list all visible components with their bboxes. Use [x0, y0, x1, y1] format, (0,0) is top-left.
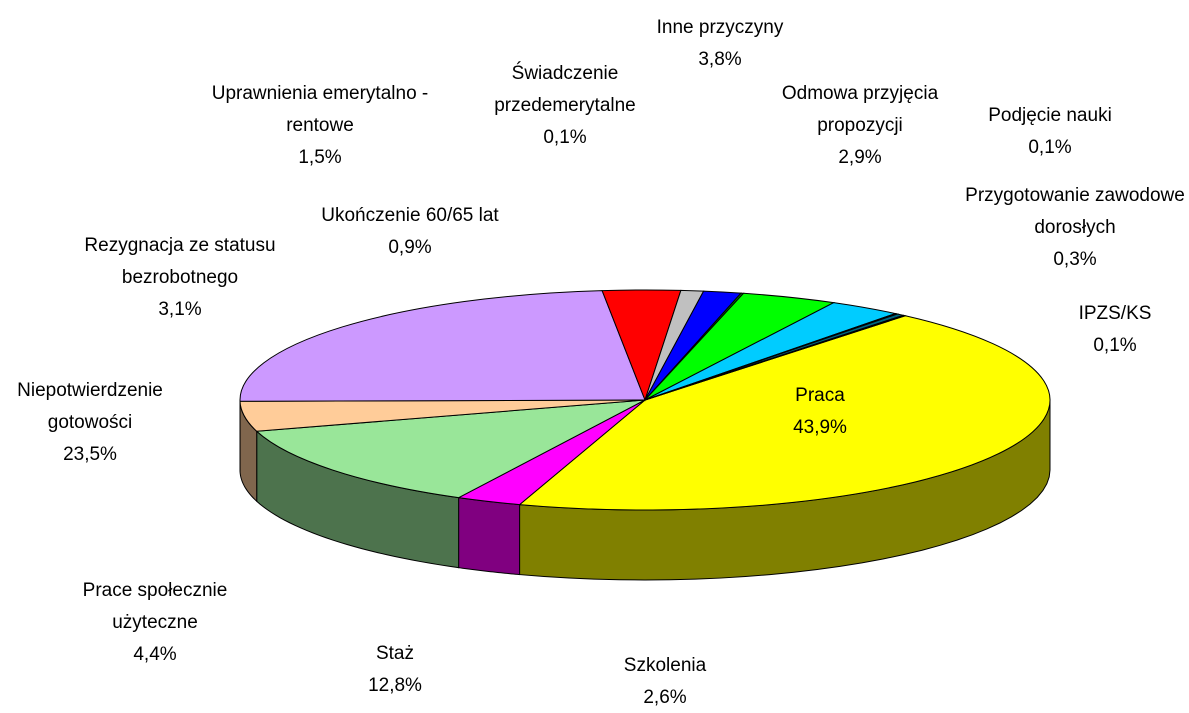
slice-label: IPZS/KS 0,1%	[1055, 298, 1175, 362]
slice-value: 0,1%	[1093, 335, 1137, 356]
slice-label: Odmowa przyjęcia propozycji 2,9%	[750, 78, 970, 174]
slice-name: Staż	[375, 643, 415, 664]
slice-name: Inne przyczyny	[656, 17, 784, 38]
slice-value: 0,1%	[1028, 137, 1072, 158]
slice-value: 0,1%	[543, 127, 587, 148]
slice-value: 4,4%	[133, 644, 177, 665]
slice-value: 0,3%	[1053, 249, 1097, 270]
slice-value: 2,6%	[643, 687, 687, 708]
slice-label: Rezygnacja ze statusu bezrobotnego 3,1%	[50, 230, 310, 326]
slice-name: IPZS/KS	[1078, 303, 1152, 324]
slice-value: 23,5%	[63, 444, 117, 465]
slice-label: Świadczenie przedemerytalne 0,1%	[465, 58, 665, 154]
slice-name: Uprawnienia emerytalno - rentowe	[211, 83, 429, 136]
slice-value: 0,9%	[388, 237, 432, 258]
slice-label: Szkolenia 2,6%	[595, 650, 735, 713]
pie-side	[458, 497, 521, 576]
slice-value: 3,1%	[158, 299, 202, 320]
pie-slice	[239, 290, 646, 402]
slice-label: Niepotwierdzenie gotowości 23,5%	[0, 375, 190, 471]
slice-label: Staż 12,8%	[355, 638, 435, 702]
slice-name: Podjęcie nauki	[988, 105, 1112, 126]
slice-value: 43,9%	[793, 417, 847, 438]
slice-name: Odmowa przyjęcia propozycji	[781, 83, 939, 136]
slice-name: Rezygnacja ze statusu bezrobotnego	[84, 235, 276, 288]
slice-label: Przygotowanie zawodowe dorosłych 0,3%	[955, 180, 1189, 276]
slice-value: 2,9%	[838, 147, 882, 168]
slice-label: Ukończenie 60/65 lat 0,9%	[280, 200, 540, 264]
slice-value: 12,8%	[368, 675, 422, 696]
slice-name: Ukończenie 60/65 lat	[321, 205, 499, 226]
pie-slice	[518, 315, 1051, 511]
slice-value: 1,5%	[298, 147, 342, 168]
pie-slice	[644, 314, 908, 401]
slice-label: Podjęcie nauki 0,1%	[950, 100, 1150, 164]
slice-name: Przygotowanie zawodowe dorosłych	[965, 185, 1185, 238]
slice-name: Prace społecznie użyteczne	[82, 580, 228, 633]
slice-name: Szkolenia	[623, 655, 707, 676]
slice-label: Praca 43,9%	[750, 380, 890, 444]
slice-label: Uprawnienia emerytalno - rentowe 1,5%	[200, 78, 440, 174]
slice-value: 3,8%	[698, 49, 742, 70]
slice-name: Niepotwierdzenie gotowości	[17, 380, 163, 433]
slice-label: Prace społecznie użyteczne 4,4%	[45, 575, 265, 671]
slice-name: Świadczenie przedemerytalne	[494, 63, 636, 116]
slice-label: Inne przyczyny 3,8%	[630, 12, 810, 76]
slice-name: Praca	[795, 385, 845, 406]
pie-slice	[255, 399, 646, 499]
